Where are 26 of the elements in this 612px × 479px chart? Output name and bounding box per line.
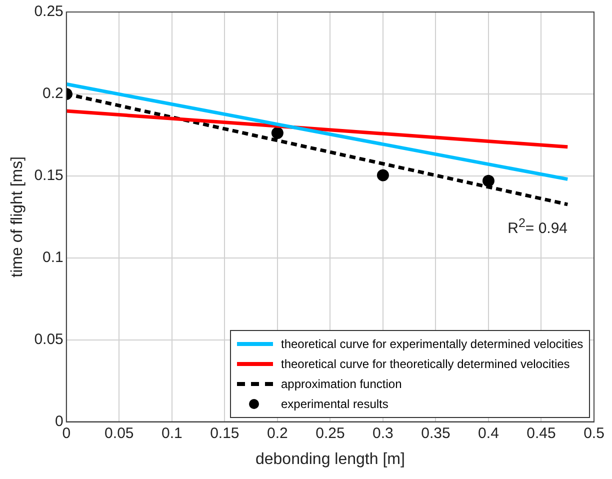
x-tick-label: 0.1 — [161, 424, 182, 442]
y-tick-label: 0.05 — [34, 330, 64, 348]
legend-label: theoretical curve for experimentally determined velocities — [281, 336, 584, 351]
legend-label: approximation function — [281, 376, 402, 391]
y-tick-label: 0.25 — [34, 3, 64, 20]
x-tick-label: 0.2 — [267, 424, 288, 442]
x-tick-label: 0.35 — [421, 424, 450, 442]
y-tick-label: 0.1 — [42, 249, 64, 266]
point — [482, 174, 494, 187]
legend-label: theoretical curve for theoretically determined velocities — [281, 356, 570, 371]
y-tick-label: 0.2 — [42, 85, 64, 102]
x-tick-label: 0.3 — [372, 424, 394, 442]
x-tick-label: 0.25 — [316, 424, 345, 442]
y-tick-label: 0.15 — [34, 167, 64, 184]
annotation: R$^{2}$= 0.94 — [508, 216, 568, 238]
x-tick-label: 0.4 — [478, 424, 499, 442]
x-axis-title: debonding length [m] — [255, 450, 405, 468]
point — [376, 169, 389, 182]
y-tick-label: 0 — [55, 412, 64, 430]
x-tick-label: 0.5 — [584, 424, 604, 442]
y-axis-title: time of flight [ms] — [9, 156, 26, 278]
legend-label: experimental results — [281, 396, 388, 411]
point — [271, 126, 284, 139]
x-tick-label: 0.45 — [526, 424, 556, 442]
x-tick-label: 0.15 — [210, 424, 240, 442]
x-tick-label: 0.05 — [104, 424, 134, 442]
